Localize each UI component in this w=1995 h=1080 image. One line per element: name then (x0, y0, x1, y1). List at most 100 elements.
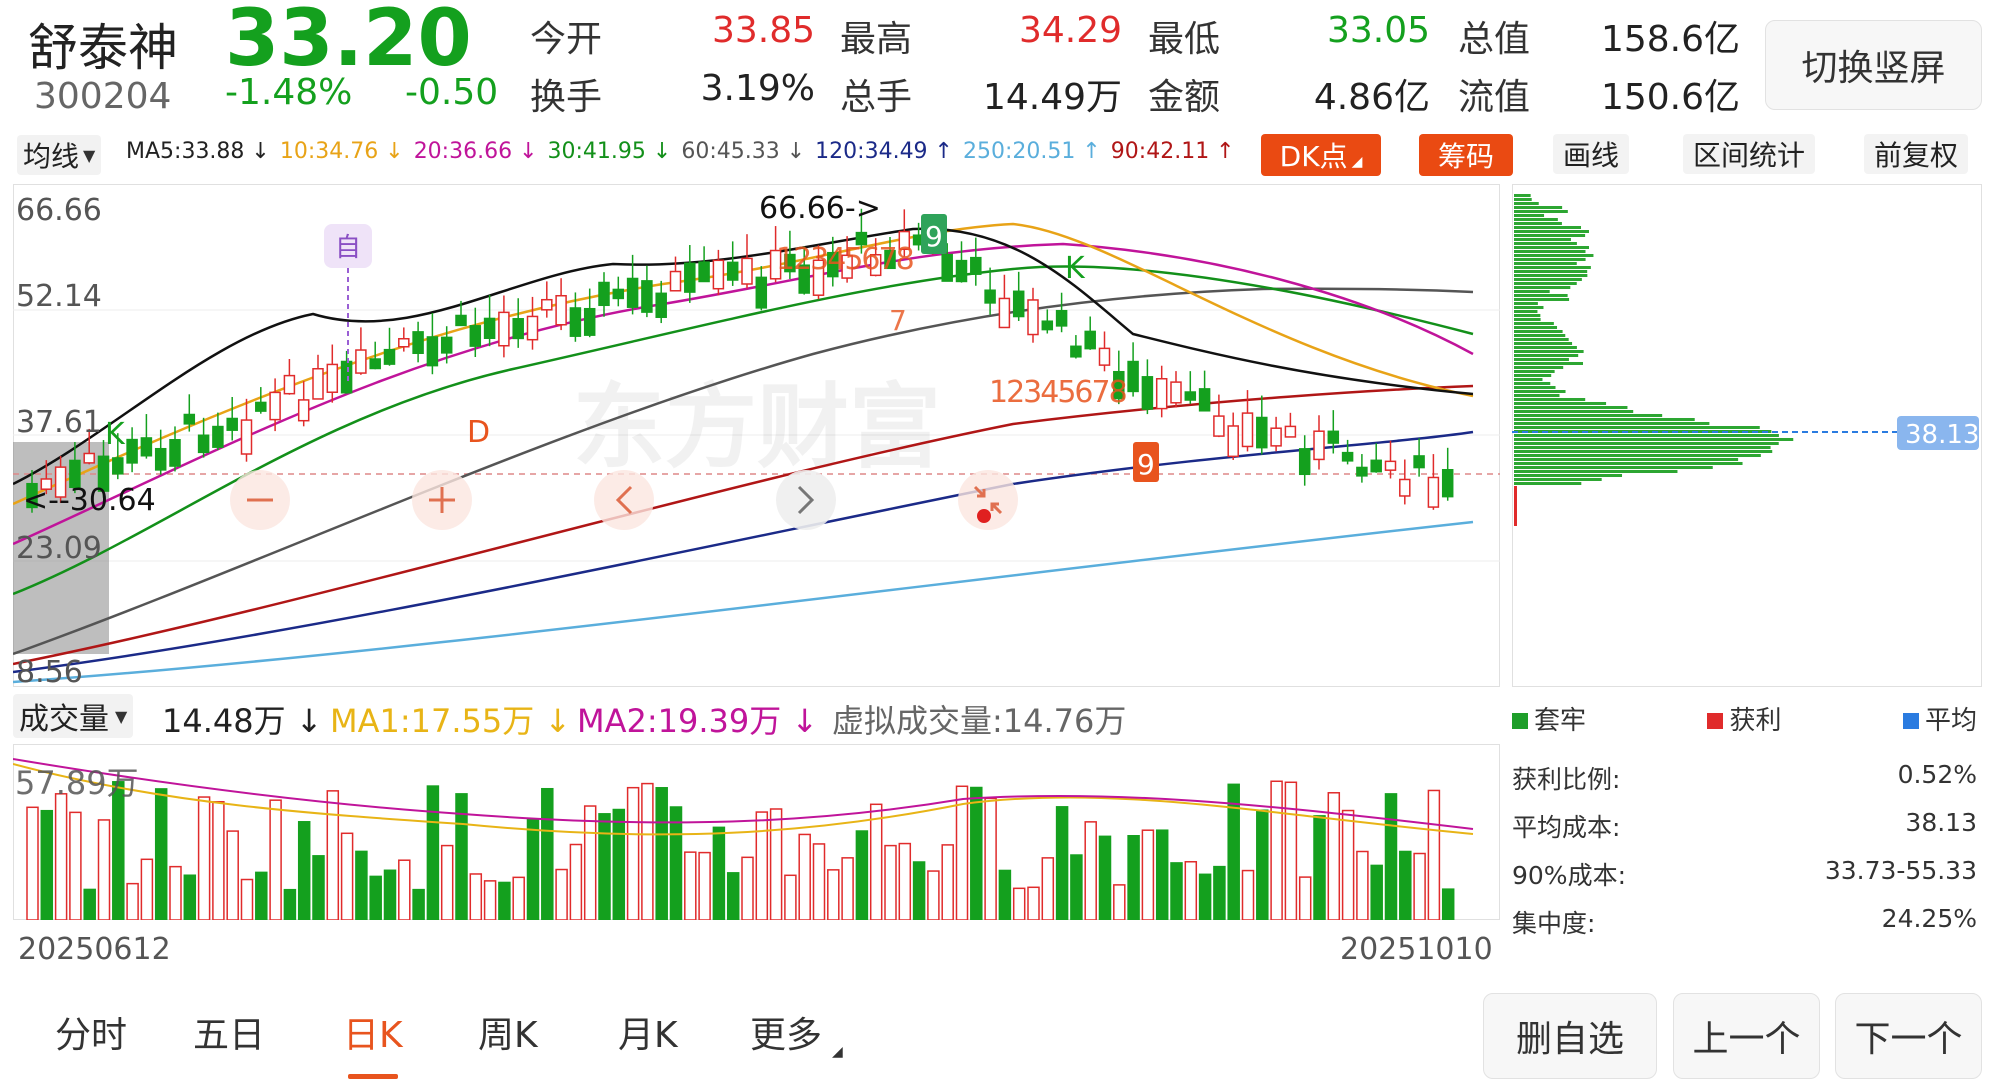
candle (355, 349, 367, 374)
volume-bar (1113, 884, 1126, 920)
tab-monthly-k[interactable]: 月K (618, 1015, 678, 1056)
stock-code: 300204 (34, 76, 172, 117)
volume-bar (626, 786, 640, 920)
chip-bar (1514, 334, 1566, 337)
chip-bar (1514, 258, 1586, 261)
volume-bar (769, 808, 783, 920)
candle (1313, 430, 1325, 461)
candle (598, 281, 610, 307)
stat-value: 4.86亿 (1313, 77, 1430, 118)
volume-bar (1427, 789, 1441, 920)
stat-label: 集中度: (1512, 909, 1596, 938)
volume-selector[interactable]: 成交量 ▼ (13, 694, 134, 738)
volume-bar (541, 787, 554, 920)
collapse-button[interactable] (958, 470, 1018, 530)
td-sequence-down: 12345678 (989, 375, 1127, 410)
candle (1098, 347, 1111, 366)
chip-bar (1514, 302, 1538, 305)
volume-ma2: MA2:19.39万 ↓ (577, 702, 819, 740)
change-percent: -1.48% (225, 72, 353, 113)
volume-chart[interactable]: 57.89万 (13, 744, 1500, 920)
chip-label: 筹码 (1437, 140, 1494, 173)
chip-button[interactable]: 筹码 (1419, 134, 1513, 176)
volume-bar (1327, 792, 1341, 920)
tab-more[interactable]: 更多 (750, 1015, 823, 1056)
volume-bar (1270, 780, 1283, 920)
chip-bar (1514, 286, 1571, 289)
td-nine-up-box (921, 214, 947, 254)
volume-bar (455, 793, 468, 920)
volume-bar (684, 851, 697, 920)
candle (769, 249, 782, 280)
scroll-left-button[interactable] (594, 470, 654, 530)
date-start: 20250612 (18, 932, 171, 967)
chip-bar (1514, 350, 1584, 353)
dk-button[interactable]: DK点 ◢ (1261, 134, 1381, 176)
tab-intraday[interactable]: 分时 (55, 1015, 128, 1056)
range-stat-button[interactable]: 区间统计 (1683, 134, 1816, 174)
volume-bar (1084, 821, 1097, 920)
chip-bar (1514, 466, 1713, 469)
candle (626, 277, 639, 308)
stat-label: 最高 (840, 19, 913, 60)
candle (269, 391, 281, 421)
draw-line-button[interactable]: 画线 (1553, 134, 1630, 174)
volume-bar (1356, 850, 1369, 920)
scroll-right-button[interactable] (776, 470, 836, 530)
volume-bar (827, 869, 840, 920)
legend-swatch (1707, 713, 1724, 729)
chip-bar (1514, 474, 1623, 477)
next-stock-button[interactable]: 下一个 (1835, 993, 1982, 1079)
candle (1070, 345, 1082, 358)
tab-weekly-k[interactable]: 周K (478, 1015, 538, 1056)
volume-bar (726, 872, 740, 920)
corner-icon: ◢ (1351, 154, 1363, 170)
stat-value: 14.49万 (982, 77, 1122, 118)
volume-bar (283, 888, 297, 920)
volume-bar (798, 833, 811, 920)
chip-bar (1514, 342, 1573, 345)
tab-five-day[interactable]: 五日 (193, 1015, 266, 1056)
zoom-in-button[interactable] (412, 470, 472, 530)
volume-bar (1227, 783, 1240, 920)
chip-bar (1514, 222, 1562, 225)
volume-bar (784, 874, 797, 920)
volume-bar (355, 850, 368, 920)
candle (755, 276, 768, 309)
candle (1213, 415, 1225, 437)
candle (240, 419, 253, 455)
tab-daily-k[interactable]: 日K (343, 1015, 403, 1056)
ma-selector[interactable]: 均线 ▼ (17, 135, 102, 175)
volume-bar (255, 871, 268, 920)
volume-bar (412, 888, 425, 920)
remove-watchlist-button[interactable]: 删自选 (1483, 993, 1657, 1079)
candle (140, 437, 153, 457)
chip-bar (1514, 210, 1568, 213)
candle (898, 230, 911, 251)
volume-bar (483, 880, 497, 920)
stat-label: 最低 (1148, 19, 1221, 60)
volume-bar (83, 888, 96, 920)
stat-value: 38.13 (1905, 808, 1977, 837)
kline-chart[interactable]: 东方财富 66.66 52.14 37.61 23.09 8.56 66.66-… (13, 184, 1500, 687)
adjust-button[interactable]: 前复权 (1864, 134, 1969, 174)
volume-selector-label: 成交量 (19, 702, 109, 737)
volume-bar (583, 805, 597, 920)
prev-stock-button[interactable]: 上一个 (1673, 993, 1820, 1079)
switch-orientation-button[interactable]: 切换竖屏 (1765, 20, 1982, 110)
chip-bar (1514, 450, 1773, 453)
candle (412, 331, 424, 355)
stock-name: 舒泰神 (28, 19, 178, 77)
volume-bar (126, 882, 139, 920)
candle (483, 317, 496, 339)
volume-bar (555, 868, 568, 920)
avg-cost-label: 38.13 (1905, 420, 1979, 450)
self-select-marker[interactable] (324, 224, 372, 268)
candle (169, 439, 181, 467)
legend-swatch (1902, 713, 1919, 729)
stat-value: 158.6亿 (1600, 19, 1740, 60)
zoom-out-button[interactable] (230, 470, 290, 530)
candle (1341, 451, 1354, 462)
volume-bar (197, 796, 211, 920)
ma-line (13, 520, 1474, 684)
